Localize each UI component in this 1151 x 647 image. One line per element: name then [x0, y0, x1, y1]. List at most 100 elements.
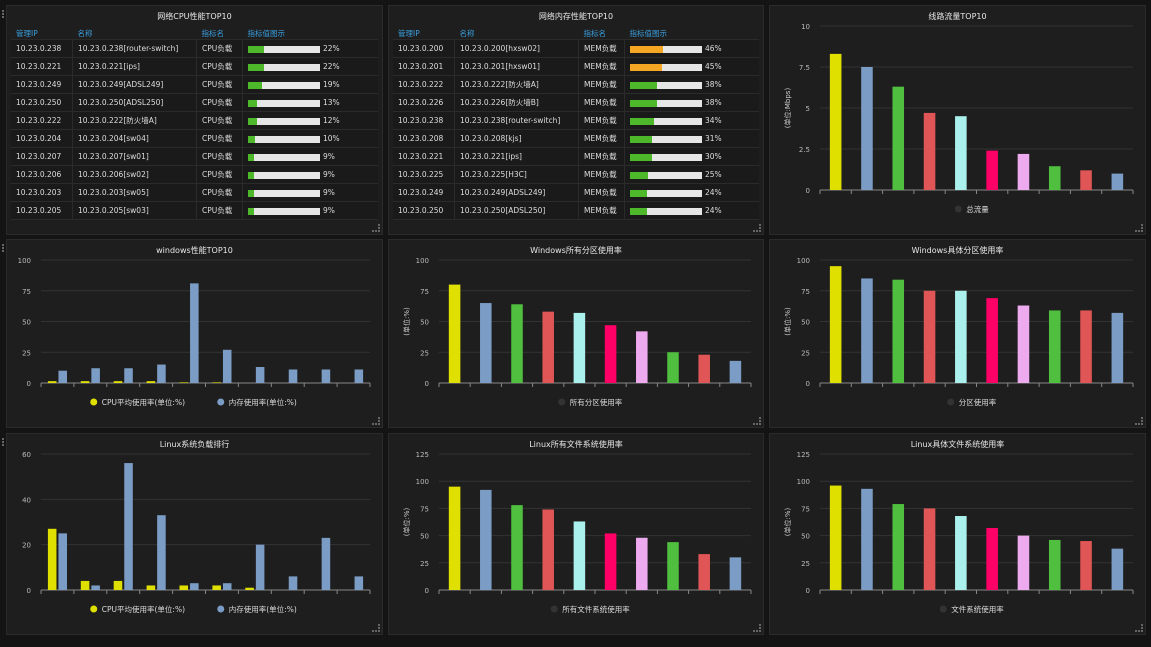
bar[interactable] — [604, 325, 617, 383]
table-row[interactable]: 10.23.0.238 10.23.0.238[router-switch] M… — [393, 111, 759, 130]
bar[interactable] — [58, 533, 68, 590]
column-header[interactable]: 名称 — [454, 27, 579, 40]
bar[interactable] — [1048, 166, 1061, 190]
table-row[interactable]: 10.23.0.250 10.23.0.250[ADSL250] CPU负载 1… — [11, 93, 378, 112]
bar[interactable] — [698, 554, 710, 590]
bar[interactable] — [448, 486, 461, 590]
table-row[interactable]: 10.23.0.203 10.23.0.203[sw05] CPU负载 9% — [11, 183, 378, 202]
bar[interactable] — [146, 585, 156, 590]
bar[interactable] — [667, 542, 679, 590]
bar[interactable] — [1111, 312, 1124, 383]
bar[interactable] — [986, 150, 998, 190]
bar[interactable] — [146, 381, 156, 383]
drag-handle[interactable] — [2, 10, 6, 18]
bar[interactable] — [667, 352, 679, 383]
bar[interactable] — [47, 528, 57, 590]
resize-handle[interactable] — [1135, 417, 1143, 425]
bar[interactable] — [321, 369, 331, 383]
resize-handle[interactable] — [372, 417, 380, 425]
resize-handle[interactable] — [372, 224, 380, 232]
column-header[interactable]: 指标名 — [578, 27, 625, 40]
drag-handle[interactable] — [2, 438, 6, 446]
bar[interactable] — [255, 367, 265, 383]
bar[interactable] — [923, 290, 936, 383]
bar[interactable] — [861, 278, 873, 383]
bar[interactable] — [861, 67, 873, 190]
bar[interactable] — [511, 505, 523, 590]
table-row[interactable]: 10.23.0.238 10.23.0.238[router-switch] C… — [11, 39, 378, 58]
bar[interactable] — [986, 527, 998, 590]
legend-marker[interactable] — [90, 605, 98, 613]
bar[interactable] — [91, 368, 100, 383]
bar[interactable] — [321, 537, 331, 590]
column-header[interactable]: 指标值图示 — [624, 27, 759, 40]
table-row[interactable]: 10.23.0.249 10.23.0.249[ADSL249] CPU负载 1… — [11, 75, 378, 94]
bar[interactable] — [1017, 535, 1030, 590]
table-row[interactable]: 10.23.0.204 10.23.0.204[sw04] CPU负载 10% — [11, 129, 378, 148]
column-header[interactable]: 管理IP — [11, 27, 73, 40]
bar[interactable] — [542, 509, 554, 590]
bar[interactable] — [892, 279, 905, 383]
bar[interactable] — [124, 463, 133, 590]
bar[interactable] — [80, 381, 90, 383]
legend-marker[interactable] — [947, 398, 955, 406]
table-row[interactable]: 10.23.0.249 10.23.0.249[ADSL249] MEM负载 2… — [393, 183, 759, 202]
bar[interactable] — [58, 370, 68, 383]
bar[interactable] — [636, 331, 648, 383]
resize-handle[interactable] — [1135, 224, 1143, 232]
table-row[interactable]: 10.23.0.226 10.23.0.226[防火墙B] MEM负载 38% — [393, 93, 759, 112]
legend-label[interactable]: 所有分区使用率 — [570, 397, 623, 407]
bar[interactable] — [212, 585, 221, 590]
bar[interactable] — [179, 585, 189, 590]
table-row[interactable]: 10.23.0.225 10.23.0.225[H3C] MEM负载 25% — [393, 165, 759, 184]
bar[interactable] — [354, 369, 364, 383]
bar[interactable] — [861, 488, 873, 590]
bar[interactable] — [288, 576, 298, 590]
legend-label[interactable]: 内存使用率(单位:%) — [229, 604, 297, 614]
bar[interactable] — [1017, 153, 1030, 190]
bar[interactable] — [157, 515, 166, 590]
bar[interactable] — [1080, 541, 1092, 590]
legend-label[interactable]: 总流量 — [966, 204, 989, 214]
bar[interactable] — [1048, 539, 1061, 590]
table-row[interactable]: 10.23.0.250 10.23.0.250[ADSL250] MEM负载 2… — [393, 201, 759, 220]
resize-handle[interactable] — [1135, 624, 1143, 632]
bar[interactable] — [157, 364, 166, 383]
table-row[interactable]: 10.23.0.205 10.23.0.205[sw03] CPU负载 9% — [11, 201, 378, 220]
bar[interactable] — [480, 303, 492, 383]
table-row[interactable]: 10.23.0.208 10.23.0.208[kjs] MEM负载 31% — [393, 129, 759, 148]
table-row[interactable]: 10.23.0.221 10.23.0.221[ips] MEM负载 30% — [393, 147, 759, 166]
legend-label[interactable]: 所有文件系统使用率 — [562, 604, 630, 614]
legend-label[interactable]: 分区使用率 — [959, 397, 997, 407]
bar[interactable] — [986, 298, 998, 383]
table-row[interactable]: 10.23.0.200 10.23.0.200[hxsw02] MEM负载 46… — [393, 39, 759, 58]
table-row[interactable]: 10.23.0.201 10.23.0.201[hxsw01] MEM负载 45… — [393, 57, 759, 76]
bar[interactable] — [47, 381, 57, 383]
bar[interactable] — [212, 382, 221, 383]
legend-label[interactable]: CPU平均使用率(单位:%) — [102, 604, 185, 614]
resize-handle[interactable] — [753, 624, 761, 632]
bar[interactable] — [1080, 310, 1092, 383]
bar[interactable] — [1017, 305, 1030, 383]
bar[interactable] — [113, 381, 123, 383]
bar[interactable] — [542, 311, 554, 383]
legend-label[interactable]: CPU平均使用率(单位:%) — [102, 397, 185, 407]
table-row[interactable]: 10.23.0.221 10.23.0.221[ips] CPU负载 22% — [11, 57, 378, 76]
bar[interactable] — [923, 112, 936, 190]
bar[interactable] — [1048, 310, 1061, 383]
table-row[interactable]: 10.23.0.207 10.23.0.207[sw01] CPU负载 9% — [11, 147, 378, 166]
legend-label[interactable]: 文件系统使用率 — [951, 604, 1004, 614]
resize-handle[interactable] — [372, 624, 380, 632]
table-row[interactable]: 10.23.0.222 10.23.0.222[防火墙A] CPU负载 12% — [11, 111, 378, 130]
bar[interactable] — [91, 585, 100, 590]
column-header[interactable]: 指标值图示 — [242, 27, 378, 40]
table-row[interactable]: 10.23.0.222 10.23.0.222[防火墙A] MEM负载 38% — [393, 75, 759, 94]
bar[interactable] — [1111, 548, 1124, 590]
bar[interactable] — [124, 368, 133, 383]
bar[interactable] — [829, 53, 842, 190]
column-header[interactable]: 指标名 — [196, 27, 243, 40]
bar[interactable] — [190, 283, 199, 383]
bar[interactable] — [636, 537, 648, 590]
legend-marker[interactable] — [954, 205, 962, 213]
bar[interactable] — [923, 508, 936, 590]
